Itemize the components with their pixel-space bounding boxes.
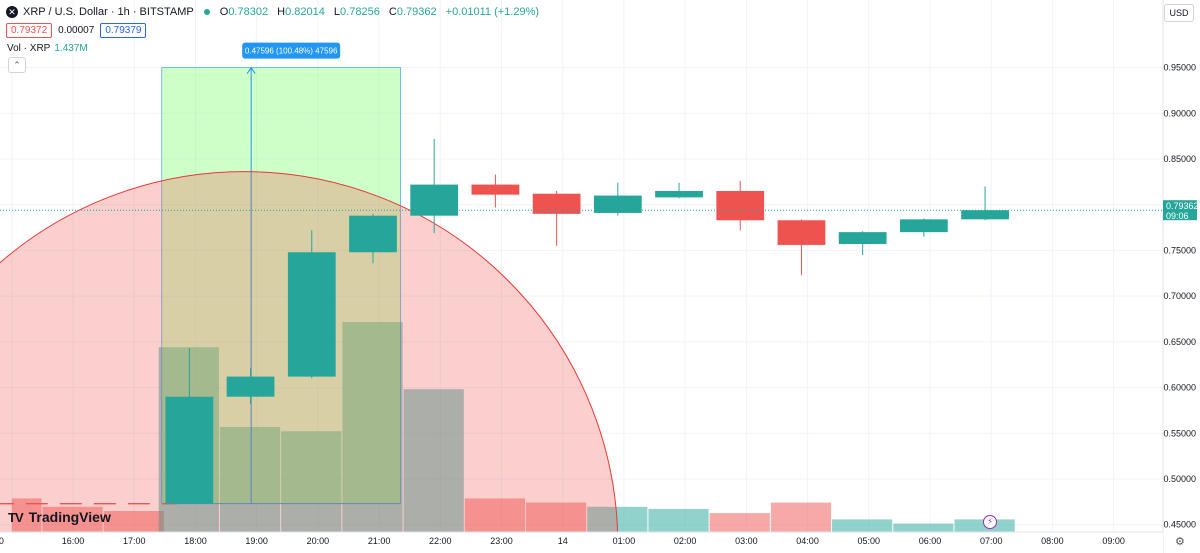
volume-bar xyxy=(832,519,893,532)
high-value: 0.82014 xyxy=(285,6,325,18)
time-tick-label: 01:00 xyxy=(613,536,636,546)
chevron-up-icon: ⌃ xyxy=(13,60,21,70)
ohlc-values: O0.78302 H0.82014 L0.78256 C0.79362 +0.0… xyxy=(220,6,545,18)
candle-body xyxy=(961,210,1009,220)
time-tick-label: 19:00 xyxy=(245,536,268,546)
last-price-countdown: 09:06 xyxy=(1166,211,1189,221)
price-axis-panel xyxy=(1163,0,1200,553)
price-tick-label: 0.55000 xyxy=(1163,428,1196,438)
volume-bar xyxy=(219,427,281,532)
candle-body xyxy=(226,376,275,397)
logo-text: TradingView xyxy=(28,509,111,525)
price-tick-label: 0.95000 xyxy=(1163,63,1196,73)
high-label: H xyxy=(277,6,286,18)
low-value: 0.78256 xyxy=(340,6,380,18)
time-tick-label: 23:00 xyxy=(490,536,513,546)
spread-value: 0.00007 xyxy=(58,25,95,36)
market-status-icon xyxy=(203,9,210,15)
candle-body xyxy=(900,219,948,233)
time-tick-label: 03:00 xyxy=(735,536,758,546)
time-tick-label: 02:00 xyxy=(674,536,697,546)
tradingview-mark-icon: TV xyxy=(8,509,24,525)
price-tick-label: 0.45000 xyxy=(1163,520,1196,530)
time-tick-label: 21:00 xyxy=(368,536,391,546)
time-tick-label: 17:00 xyxy=(123,536,146,546)
volume-bar xyxy=(526,502,587,532)
open-label: O xyxy=(219,6,229,18)
time-tick-label: 14 xyxy=(558,536,568,546)
time-tick-label: 00 xyxy=(0,536,4,546)
price-tick-label: 0.65000 xyxy=(1163,337,1196,347)
measure-arrow-head xyxy=(246,66,256,74)
time-tick-label: 06:00 xyxy=(919,536,942,546)
time-tick-label: 22:00 xyxy=(429,536,452,546)
buy-button[interactable]: 0.79379 xyxy=(100,23,147,38)
time-axis[interactable]: 00 16:00 17:00 18:00 19:00 20:00 21:00 22:00 23:… xyxy=(0,531,1163,553)
symbol-header: ✕ XRP / U.S. Dollar · 1h · BITSTAMP O0.7… xyxy=(6,4,545,20)
symbol-title[interactable]: XRP / U.S. Dollar · 1h · BITSTAMP xyxy=(23,6,194,18)
volume-bar xyxy=(281,431,342,532)
candle-body xyxy=(410,184,459,216)
settings-icon[interactable]: ⚙ xyxy=(1175,536,1185,548)
candle-body xyxy=(165,396,214,504)
time-tick-label: 05:00 xyxy=(858,536,881,546)
candle-series xyxy=(0,138,1163,505)
price-tick-label: 0.85000 xyxy=(1163,154,1196,164)
tradingview-logo[interactable]: TV TradingView xyxy=(8,509,111,525)
close-label: C xyxy=(388,6,397,18)
last-price-value: 0.79362 xyxy=(1166,201,1199,211)
price-axis[interactable]: 0.45000 0.50000 0.55000 0.60000 0.65000 0.700… xyxy=(1162,0,1200,553)
volume-bar xyxy=(893,523,954,532)
price-tick-label: 0.90000 xyxy=(1163,108,1196,118)
price-tick-label: 0.70000 xyxy=(1163,291,1196,301)
bid-ask-bar: 0.79372 0.00007 0.79379 xyxy=(6,23,147,38)
time-tick-label: 16:00 xyxy=(62,536,85,546)
sell-button[interactable]: 0.79372 xyxy=(6,23,53,38)
candle-body xyxy=(655,191,703,198)
volume-bar xyxy=(464,498,526,532)
candle-body xyxy=(777,220,826,245)
volume-bar xyxy=(342,322,403,532)
price-tick-label: 0.50000 xyxy=(1163,474,1196,484)
close-value: 0.79362 xyxy=(396,6,437,18)
candle-body xyxy=(349,215,397,253)
price-tick-label: 0.75000 xyxy=(1163,245,1196,255)
volume-label[interactable]: Vol · XRP xyxy=(7,43,51,54)
open-value: 0.78302 xyxy=(228,6,269,18)
candle-body xyxy=(838,232,887,245)
volume-bar xyxy=(403,389,464,532)
volume-bar xyxy=(42,506,103,532)
last-price-tag[interactable] xyxy=(1163,200,1197,221)
time-tick-label: 18:00 xyxy=(184,536,207,546)
change-value: +0.01011 (+1.29%) xyxy=(445,6,540,18)
collapse-legend-button[interactable]: ⌃ xyxy=(8,57,26,73)
candle-body xyxy=(593,195,642,213)
candle-body xyxy=(287,252,336,377)
time-tick-label: 07:00 xyxy=(980,536,1003,546)
currency-button[interactable]: USD xyxy=(1164,4,1194,22)
time-tick-label: 04:00 xyxy=(796,536,819,546)
lightning-icon[interactable]: ⚡ xyxy=(983,515,997,529)
xrp-logo-icon: ✕ xyxy=(6,6,18,18)
volume-legend: Vol · XRP 1.437M xyxy=(7,43,88,54)
time-tick-label: 20:00 xyxy=(307,536,330,546)
volume-bar xyxy=(770,502,832,532)
candle-body xyxy=(716,191,765,221)
time-tick-label: 09:00 xyxy=(1102,536,1125,546)
candle-body xyxy=(532,193,581,214)
price-tick-label: 0.60000 xyxy=(1163,383,1196,393)
measure-label-box xyxy=(242,42,341,59)
volume-bar xyxy=(103,511,164,532)
time-axis-panel xyxy=(0,532,1163,553)
candle-body xyxy=(471,184,520,195)
volume-bar xyxy=(709,513,770,532)
volume-bar xyxy=(648,508,709,532)
low-label: L xyxy=(333,6,341,18)
measure-label-text: 0.47596 (100.48%) 47596 xyxy=(245,47,338,56)
volume-value: 1.437M xyxy=(54,43,88,54)
time-tick-label: 08:00 xyxy=(1041,536,1064,546)
